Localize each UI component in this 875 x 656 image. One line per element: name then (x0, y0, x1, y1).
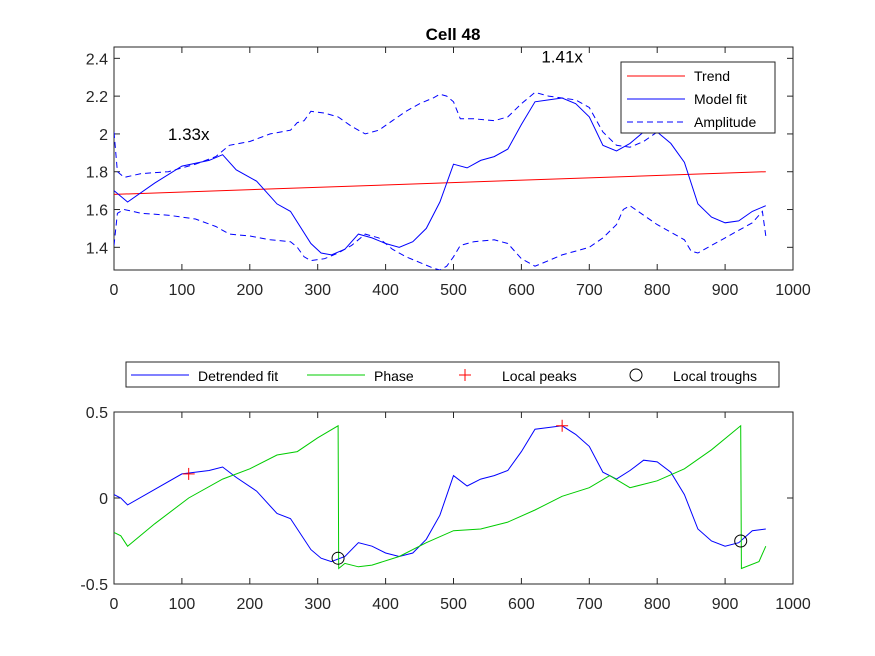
top-x-tick-label: 800 (644, 282, 671, 299)
amplitude-ratio-label-2: 1.41x (541, 47, 583, 66)
top-x-tick-label: 200 (236, 282, 263, 299)
legend-peak-marker (459, 369, 471, 381)
top-x-tick-label: 900 (712, 282, 739, 299)
top-x-tick-label: 400 (372, 282, 399, 299)
top-y-tick-label: 2.4 (86, 51, 108, 68)
legend-detrended-label: Detrended fit (198, 368, 278, 384)
local-trough-marker (331, 551, 345, 565)
bottom-y-tick-label: -0.5 (80, 577, 108, 594)
bottom-x-tick-label: 800 (644, 596, 671, 613)
top-axes: Cell 48 0 100 200 300 400 500 600 700 800 900 1000… (86, 25, 811, 299)
local-trough-marker (734, 534, 748, 548)
top-x-tick-label: 0 (110, 282, 119, 299)
top-x-tick-label: 300 (304, 282, 331, 299)
bottom-x-tick-label: 400 (372, 596, 399, 613)
top-y-tick-label: 2 (99, 127, 108, 144)
top-y-tick-label: 1.6 (86, 203, 108, 220)
legend-phase-label: Phase (374, 368, 414, 384)
chart-title: Cell 48 (426, 25, 481, 44)
bottom-y-tick-label: 0 (99, 491, 108, 508)
legend-model-fit-label: Model fit (694, 91, 747, 107)
top-x-tick-label: 700 (576, 282, 603, 299)
top-y-ticks: 1.4 1.6 1.8 2 2.2 2.4 (86, 51, 793, 257)
top-annotations: 1.33x 1.41x (168, 47, 584, 143)
bottom-y-tick-label: 0.5 (86, 405, 108, 422)
top-y-tick-label: 1.8 (86, 165, 108, 182)
top-x-tick-label: 100 (169, 282, 196, 299)
bottom-x-tick-label: 900 (712, 596, 739, 613)
bottom-markers-group (182, 419, 748, 565)
amplitude-ratio-label-1: 1.33x (168, 125, 210, 144)
top-legend: Trend Model fit Amplitude (620, 61, 776, 134)
bottom-axes: Detrended fit Phase Local peaks Local tr… (80, 361, 811, 613)
top-legend-box (620, 61, 776, 134)
bottom-x-tick-label: 300 (304, 596, 331, 613)
bottom-x-tick-label: 100 (169, 596, 196, 613)
series-model-fit-line (114, 97, 766, 256)
top-y-tick-label: 1.4 (86, 240, 108, 257)
legend-peaks-label: Local peaks (502, 368, 577, 384)
local-peak-marker (556, 419, 569, 432)
series-amplitude-upper-line (114, 91, 753, 178)
bottom-x-tick-label: 500 (440, 596, 467, 613)
local-peak-marker (182, 467, 195, 480)
bottom-x-tick-label: 700 (576, 596, 603, 613)
top-series-group (114, 91, 767, 270)
legend-trough-marker (629, 368, 643, 382)
bottom-x-tick-label: 200 (236, 596, 263, 613)
bottom-y-ticks: -0.5 0 0.5 (80, 405, 793, 594)
series-amplitude-lower-line (114, 205, 767, 270)
legend-trend-label: Trend (694, 68, 730, 84)
bottom-x-tick-label: 0 (110, 596, 119, 613)
series-phase-line (114, 424, 767, 570)
bottom-x-tick-label: 600 (508, 596, 535, 613)
top-y-tick-label: 2.2 (86, 89, 108, 106)
legend-troughs-label: Local troughs (673, 368, 757, 384)
bottom-legend: Detrended fit Phase Local peaks Local tr… (125, 361, 780, 388)
bottom-x-tick-label: 1000 (775, 596, 811, 613)
legend-amplitude-label: Amplitude (694, 114, 756, 130)
bottom-plot-box (113, 411, 794, 585)
top-x-ticks: 0 100 200 300 400 500 600 700 800 900 1000 (110, 47, 811, 299)
top-x-tick-label: 1000 (775, 282, 811, 299)
top-x-tick-label: 600 (508, 282, 535, 299)
bottom-legend-box (125, 361, 780, 388)
series-trend-line (114, 171, 766, 195)
bottom-x-ticks: 0 100 200 300 400 500 600 700 800 900 1000 (110, 412, 811, 613)
series-detrended-fit-line (114, 425, 766, 563)
bottom-series-group (114, 424, 767, 570)
top-x-tick-label: 500 (440, 282, 467, 299)
